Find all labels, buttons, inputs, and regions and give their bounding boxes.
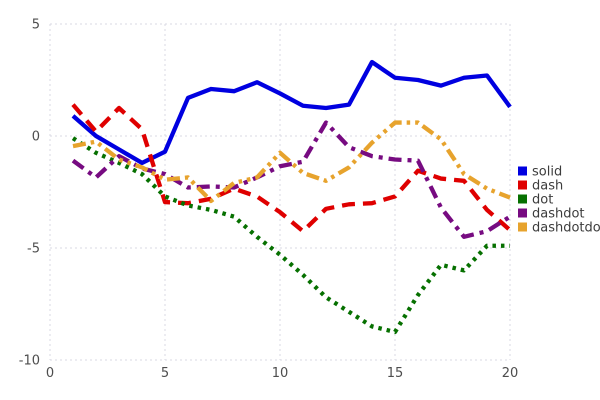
legend-label-dot: dot (532, 193, 553, 208)
legend-swatch-dashdotdot (518, 222, 527, 232)
legend-item-dash: dash (518, 179, 563, 194)
axis-tick-labels: 0 5 10 15 20 5 0 -5 -10 (19, 18, 519, 382)
series-line-dot (71, 136, 510, 335)
legend-label-dash: dash (532, 179, 563, 194)
legend-swatch-solid (518, 166, 527, 176)
y-tick-label: 5 (32, 18, 40, 33)
x-tick-label: 15 (387, 366, 404, 381)
x-tick-label: 0 (46, 366, 54, 381)
legend-label-solid: solid (532, 165, 562, 180)
legend-label-dashdot: dashdot (532, 207, 585, 222)
legend-swatch-dashdot (518, 208, 527, 218)
x-tick-label: 10 (272, 366, 289, 381)
legend-swatch-dot (518, 194, 527, 204)
y-tick-label: 0 (32, 130, 40, 145)
y-tick-label: -5 (27, 242, 40, 257)
legend-swatch-dash (518, 180, 527, 190)
x-tick-label: 5 (161, 366, 169, 381)
legend-label-dashdotdot: dashdotdot (532, 221, 600, 236)
legend-item-dashdotdot: dashdotdot (518, 221, 600, 236)
series-line-solid (71, 59, 512, 166)
y-tick-label: -10 (19, 354, 40, 369)
series-line-dashdotdot (72, 120, 511, 204)
legend-item-dashdot: dashdot (518, 207, 585, 222)
legend-item-dot: dot (518, 193, 553, 208)
legend-item-solid: solid (518, 165, 562, 180)
grid (49, 23, 511, 361)
series-line-dash (71, 103, 512, 234)
x-tick-label: 20 (502, 366, 519, 381)
